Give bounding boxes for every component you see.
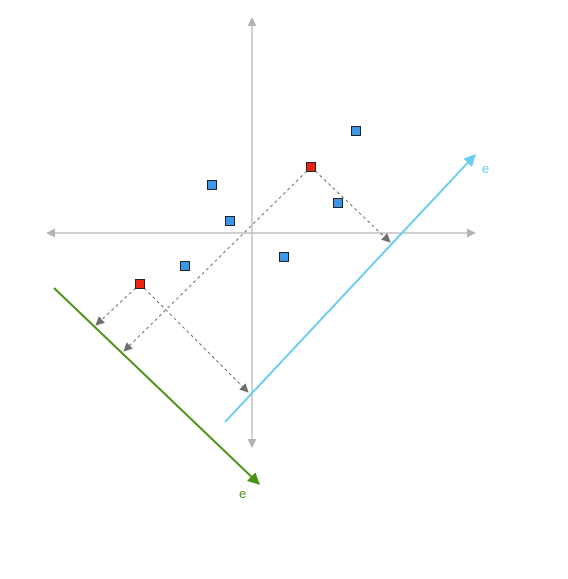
- vector-b-line: [53, 287, 260, 485]
- highlight-point-lower: [135, 279, 145, 289]
- data-point: [279, 252, 289, 262]
- data-point: [180, 261, 190, 271]
- vector-b-label: e: [239, 486, 246, 501]
- projection-upper-to-vector-a: [310, 166, 391, 243]
- data-points: [135, 126, 361, 289]
- projection-lower-to-vector-b: [95, 283, 141, 326]
- data-point: [333, 198, 343, 208]
- data-point: [207, 180, 217, 190]
- vector-a-line: [224, 154, 476, 423]
- vector-a-label: e: [482, 161, 489, 176]
- projection-lower-to-vector-a: [139, 283, 249, 393]
- highlight-point-upper: [306, 162, 316, 172]
- data-point: [225, 216, 235, 226]
- data-point: [351, 126, 361, 136]
- projection-lines: [95, 166, 391, 393]
- projection-upper-to-vector-b: [123, 166, 312, 352]
- axes: [46, 17, 476, 448]
